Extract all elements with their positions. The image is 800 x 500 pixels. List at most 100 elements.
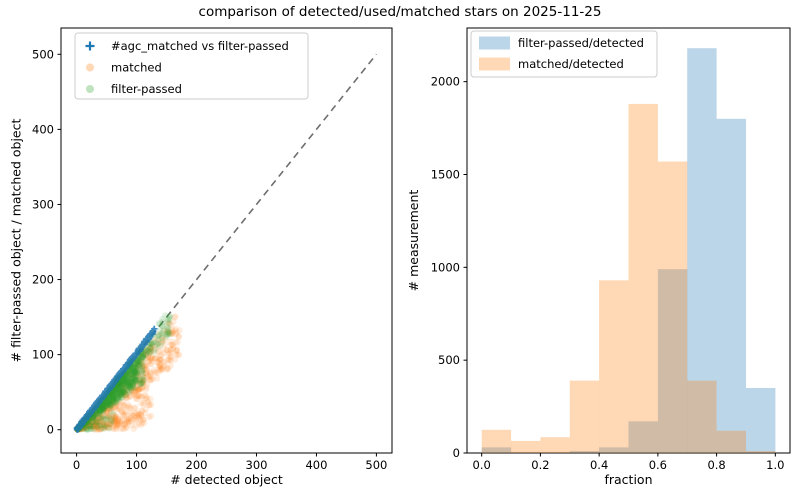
scatter-point bbox=[115, 405, 123, 413]
scatter-point bbox=[112, 417, 120, 424]
scatter-point bbox=[128, 386, 135, 393]
y-tick-label: 100 bbox=[32, 348, 54, 362]
scatter-point bbox=[141, 363, 148, 370]
scatter-point bbox=[151, 336, 158, 343]
scatter-point bbox=[105, 424, 112, 432]
scatter-point bbox=[132, 384, 139, 391]
scatter-point bbox=[149, 375, 156, 382]
scatter-point bbox=[130, 362, 137, 370]
hist-bar bbox=[481, 429, 512, 453]
scatter-point bbox=[106, 421, 114, 428]
scatter-point bbox=[145, 368, 153, 375]
scatter-point bbox=[114, 394, 121, 402]
scatter-point bbox=[166, 313, 173, 320]
scatter-point bbox=[95, 421, 102, 428]
scatter-point bbox=[99, 404, 106, 411]
scatter-point bbox=[125, 374, 132, 381]
scatter-point bbox=[173, 329, 180, 336]
scatter-point bbox=[132, 416, 140, 424]
hist-bar bbox=[540, 437, 570, 453]
scatter-point bbox=[100, 423, 108, 430]
scatter-point bbox=[117, 391, 124, 398]
scatter-point bbox=[151, 343, 158, 350]
scatter-point bbox=[169, 341, 176, 349]
legend-label: filter-passed bbox=[111, 82, 182, 96]
scatter-point bbox=[109, 393, 117, 400]
scatter-point bbox=[86, 423, 94, 430]
scatter-point bbox=[120, 388, 127, 395]
scatter-point bbox=[118, 394, 126, 401]
scatter-point bbox=[94, 425, 102, 432]
scatter-point bbox=[85, 421, 92, 428]
scatter-point bbox=[146, 343, 153, 351]
scatter-point bbox=[129, 416, 137, 423]
scatter-point bbox=[110, 411, 117, 418]
scatter-point bbox=[117, 425, 124, 433]
scatter-point bbox=[141, 419, 148, 426]
scatter-point bbox=[89, 422, 96, 429]
scatter-point bbox=[133, 364, 140, 372]
scatter-point bbox=[117, 383, 125, 391]
scatter-point bbox=[129, 384, 136, 391]
scatter-point bbox=[95, 425, 102, 432]
scatter-point bbox=[125, 418, 132, 426]
scatter-point bbox=[105, 412, 113, 419]
scatter-point bbox=[131, 389, 139, 396]
scatter-point bbox=[95, 414, 103, 422]
scatter-point bbox=[93, 419, 100, 426]
scatter-point bbox=[99, 420, 106, 428]
scatter-point bbox=[139, 354, 146, 361]
scatter-point bbox=[108, 405, 115, 412]
scatter-point bbox=[127, 384, 134, 392]
scatter-point bbox=[129, 365, 137, 372]
scatter-point bbox=[123, 423, 130, 430]
scatter-point bbox=[135, 414, 143, 421]
scatter-point bbox=[105, 398, 113, 405]
scatter-point bbox=[93, 423, 100, 430]
scatter-point bbox=[111, 397, 118, 404]
scatter-point bbox=[110, 393, 117, 400]
scatter-point bbox=[174, 339, 181, 346]
scatter-point bbox=[166, 313, 174, 320]
scatter-point bbox=[85, 422, 93, 430]
scatter-point bbox=[107, 420, 115, 427]
scatter-point bbox=[143, 374, 150, 381]
scatter-point bbox=[151, 348, 158, 355]
scatter-point bbox=[131, 374, 139, 382]
scatter-point bbox=[111, 412, 118, 419]
scatter-point bbox=[174, 351, 181, 359]
hist-bar bbox=[569, 451, 600, 453]
scatter-point bbox=[139, 364, 146, 372]
scatter-point bbox=[136, 416, 144, 423]
scatter-point bbox=[115, 422, 122, 429]
scatter-point bbox=[127, 409, 134, 417]
scatter-point bbox=[136, 358, 143, 365]
scatter-point bbox=[137, 377, 144, 384]
scatter-point bbox=[148, 343, 156, 350]
scatter-point bbox=[170, 318, 177, 325]
scatter-point bbox=[115, 415, 122, 423]
scatter-point bbox=[88, 423, 95, 430]
scatter-point bbox=[119, 381, 127, 388]
scatter-point bbox=[139, 357, 146, 365]
scatter-point bbox=[86, 422, 93, 430]
scatter-point bbox=[115, 392, 122, 400]
scatter-point bbox=[137, 381, 144, 388]
scatter-point bbox=[106, 408, 113, 415]
scatter-point bbox=[148, 354, 155, 361]
scatter-point bbox=[112, 399, 119, 406]
scatter-point bbox=[162, 335, 169, 342]
scatter-point bbox=[113, 391, 121, 398]
scatter-point bbox=[123, 375, 131, 383]
scatter-point bbox=[129, 373, 136, 380]
scatter-point bbox=[98, 425, 105, 432]
scatter-point bbox=[111, 399, 118, 406]
scatter-point bbox=[95, 413, 102, 420]
scatter-point bbox=[124, 372, 131, 379]
y-tick-label: 300 bbox=[32, 197, 54, 211]
scatter-point bbox=[93, 420, 101, 427]
scatter-point bbox=[97, 411, 104, 419]
x-tick-label: 300 bbox=[246, 458, 268, 472]
scatter-point bbox=[91, 421, 98, 428]
scatter-point bbox=[131, 368, 139, 375]
